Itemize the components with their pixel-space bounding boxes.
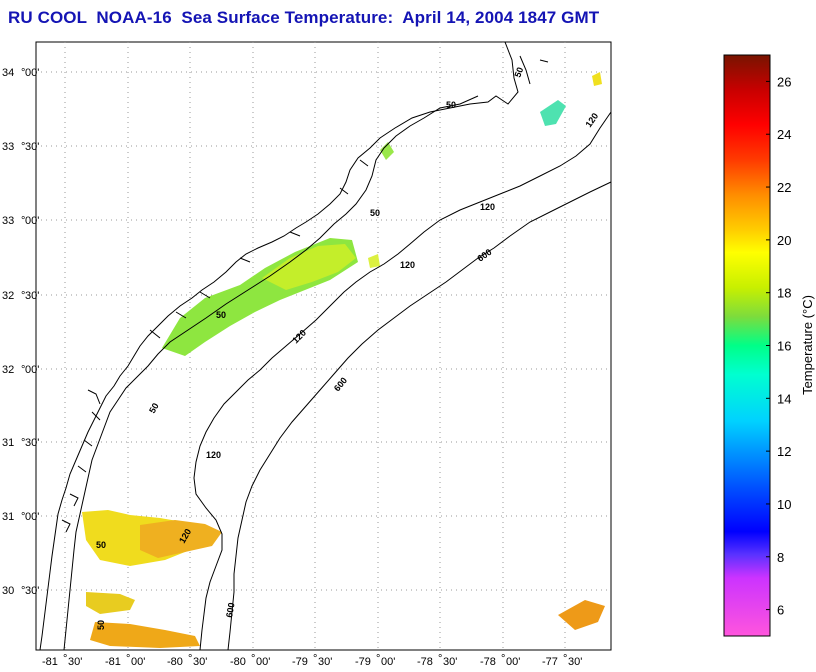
degree-symbol: ° <box>126 653 130 665</box>
colorbar-tick-label: 16 <box>777 339 791 354</box>
lat-label-min: 00' <box>25 67 39 79</box>
degree-symbol: ° <box>21 364 25 376</box>
sst-patch-small-green-1 <box>380 142 394 160</box>
isobath-label: 50 <box>446 100 456 110</box>
sst-patch-ne-yellow <box>592 72 602 86</box>
degree-symbol: ° <box>501 653 505 665</box>
sst-patch-small-yellow-1 <box>368 254 380 268</box>
colorbar-tick-label: 14 <box>777 391 791 406</box>
colorbar-tick-label: 10 <box>777 497 791 512</box>
degree-symbol: ° <box>21 67 25 79</box>
lon-label-min: 00' <box>131 656 145 668</box>
isobath-600m <box>227 181 612 651</box>
degree-symbol: ° <box>188 653 192 665</box>
colorbar-tick-label: 26 <box>777 74 791 89</box>
isobath-label: 50 <box>512 66 525 79</box>
lat-label-min: 00' <box>25 364 39 376</box>
degree-symbol: ° <box>313 653 317 665</box>
sst-patch-florida-yellow <box>86 592 135 614</box>
colorbar-label: Temperature (°C) <box>800 295 815 395</box>
isobath-label: 600 <box>224 602 236 619</box>
lon-label-min: 00' <box>506 656 520 668</box>
lon-label-deg: -78 <box>480 656 496 668</box>
lon-label-deg: -77 <box>542 656 558 668</box>
isobath-label: 50 <box>96 540 106 550</box>
lat-label-deg: 31 <box>2 437 14 449</box>
isobath-50m <box>63 95 479 651</box>
degree-symbol: ° <box>21 585 25 597</box>
colorbar <box>723 54 771 637</box>
lat-label-min: 30' <box>25 437 39 449</box>
degree-symbol: ° <box>563 653 567 665</box>
isobath-120m <box>193 111 612 651</box>
lon-label-deg: -78 <box>417 656 433 668</box>
degree-symbol: ° <box>438 653 442 665</box>
barrier-islands <box>61 55 549 533</box>
lon-label-min: 00' <box>256 656 270 668</box>
lon-label-deg: -80 <box>167 656 183 668</box>
degree-symbol: ° <box>21 290 25 302</box>
isobath-label: 120 <box>480 202 495 212</box>
lon-label-deg: -81 <box>105 656 121 668</box>
isobath-label: 120 <box>400 260 415 270</box>
lon-label-deg: -81 <box>42 656 58 668</box>
isobath-label: 120 <box>206 450 221 460</box>
map-title: RU COOL NOAA-16 Sea Surface Temperature:… <box>8 8 600 27</box>
lon-label-min: 30' <box>568 656 582 668</box>
sst-patches <box>82 72 605 648</box>
colorbar-tick-label: 12 <box>777 444 791 459</box>
sst-patch-ne-cyan <box>540 100 566 126</box>
isobath-label: 50 <box>216 310 226 320</box>
sst-patch-florida-orange <box>90 622 200 648</box>
lat-label-min: 30' <box>25 141 39 153</box>
lat-label-deg: 31 <box>2 511 14 523</box>
lon-label-min: 30' <box>318 656 332 668</box>
colorbar-ticks: 26 24 22 20 18 16 14 12 10 8 6 <box>766 74 791 618</box>
colorbar-tick-label: 24 <box>777 127 791 142</box>
degree-symbol: ° <box>21 511 25 523</box>
lat-label-deg: 34 <box>2 67 14 79</box>
lon-label-min: 30' <box>193 656 207 668</box>
lon-label-deg: -80 <box>230 656 246 668</box>
colorbar-tick-label: 22 <box>777 180 791 195</box>
degree-symbol: ° <box>21 215 25 227</box>
lon-label-min: 00' <box>381 656 395 668</box>
degree-symbol: ° <box>21 437 25 449</box>
lat-label-deg: 30 <box>2 585 14 597</box>
lat-label-deg: 32 <box>2 290 14 302</box>
lon-label-min: 30' <box>68 656 82 668</box>
lat-label-min: 30' <box>25 290 39 302</box>
sst-patch-se-corner-orange <box>558 600 605 630</box>
degree-symbol: ° <box>21 141 25 153</box>
coastline <box>39 41 519 651</box>
degree-symbol: ° <box>376 653 380 665</box>
lat-label-min: 00' <box>25 215 39 227</box>
lat-label-min: 00' <box>25 511 39 523</box>
latitude-labels: 34 ° 00' 33 ° 30' 33 ° 00' 32 ° 30' 32 °… <box>2 67 39 597</box>
sst-patch-shelf-yellowgreen <box>262 244 356 290</box>
isobath-label: 50 <box>370 208 380 218</box>
lon-label-deg: -79 <box>355 656 371 668</box>
colorbar-tick-label: 6 <box>777 603 784 618</box>
longitude-labels: -81 ° 30' -81 ° 00' -80 ° 30' -80 ° 00' … <box>42 653 582 668</box>
colorbar-tick-label: 20 <box>777 233 791 248</box>
isobath-label: 50 <box>147 401 161 415</box>
lon-label-min: 30' <box>443 656 457 668</box>
colorbar-tick-label: 8 <box>777 550 784 565</box>
lat-label-deg: 33 <box>2 215 14 227</box>
degree-symbol: ° <box>251 653 255 665</box>
isobath-label: 50 <box>96 620 106 630</box>
degree-symbol: ° <box>63 653 67 665</box>
sst-patch-georgia-orange <box>140 520 222 558</box>
lat-label-deg: 33 <box>2 141 14 153</box>
lat-label-deg: 32 <box>2 364 14 376</box>
lat-label-min: 30' <box>25 585 39 597</box>
lon-label-deg: -79 <box>292 656 308 668</box>
colorbar-tick-label: 18 <box>777 286 791 301</box>
